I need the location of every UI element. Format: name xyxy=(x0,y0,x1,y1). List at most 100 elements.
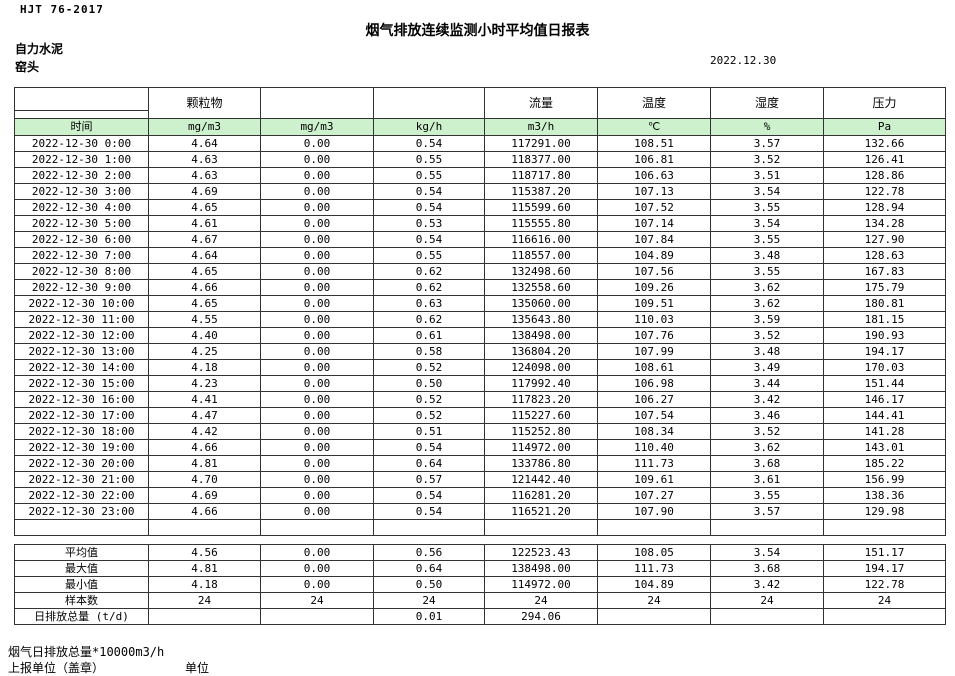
summary-value-cell: 24 xyxy=(373,592,485,609)
value-cell: 116281.20 xyxy=(484,487,598,504)
value-cell: 0.00 xyxy=(260,231,374,248)
value-cell: 110.03 xyxy=(597,311,711,328)
pollutant-header-row: 颗粒物 流量 温度 湿度 压力 xyxy=(14,87,946,119)
value-cell: 118717.80 xyxy=(484,167,598,184)
company-name: 自力水泥 xyxy=(15,42,64,56)
value-cell: 109.26 xyxy=(597,279,711,296)
time-cell: 2022-12-30 23:00 xyxy=(14,503,149,520)
table-row: 2022-12-30 3:00 4.69 0.00 0.54 115387.20 107.… xyxy=(14,183,946,200)
value-cell: 175.79 xyxy=(823,279,946,296)
table-row: 2022-12-30 14:00 4.18 0.00 0.52 124098.00 108… xyxy=(14,359,946,376)
time-cell: 2022-12-30 4:00 xyxy=(14,199,149,216)
value-cell: 0.52 xyxy=(373,359,485,376)
summary-value-cell: 3.68 xyxy=(710,560,824,577)
value-cell: 107.14 xyxy=(597,215,711,232)
value-cell: 115227.60 xyxy=(484,407,598,424)
value-cell: 3.52 xyxy=(710,327,824,344)
value-cell: 124098.00 xyxy=(484,359,598,376)
value-cell: 3.49 xyxy=(710,359,824,376)
value-cell: 107.27 xyxy=(597,487,711,504)
value-cell: 0.53 xyxy=(373,215,485,232)
summary-value-cell: 0.56 xyxy=(373,544,485,561)
value-cell: 107.13 xyxy=(597,183,711,200)
value-cell: 128.63 xyxy=(823,247,946,264)
value-cell: 0.55 xyxy=(373,247,485,264)
unit-header: m3/h xyxy=(484,118,598,136)
table-row: 2022-12-30 11:00 4.55 0.00 0.62 135643.80 110… xyxy=(14,311,946,328)
value-cell: 3.54 xyxy=(710,183,824,200)
value-cell: 108.61 xyxy=(597,359,711,376)
time-cell: 2022-12-30 6:00 xyxy=(14,231,149,248)
value-cell: 3.46 xyxy=(710,407,824,424)
table-row: 2022-12-30 19:00 4.66 0.00 0.54 114972.00 110… xyxy=(14,439,946,456)
report-unit-label: 上报单位（盖章） xyxy=(8,661,105,675)
summary-value-cell: 4.18 xyxy=(148,576,261,593)
value-cell: 0.54 xyxy=(373,199,485,216)
value-cell: 106.27 xyxy=(597,391,711,408)
value-cell: 3.55 xyxy=(710,263,824,280)
value-cell: 127.90 xyxy=(823,231,946,248)
value-cell: 0.00 xyxy=(260,279,374,296)
value-cell: 0.00 xyxy=(260,199,374,216)
table-row: 2022-12-30 22:00 4.69 0.00 0.54 116281.20 107… xyxy=(14,487,946,504)
value-cell: 170.03 xyxy=(823,359,946,376)
value-cell: 0.00 xyxy=(260,215,374,232)
table-row: 2022-12-30 7:00 4.64 0.00 0.55 118557.00 104.… xyxy=(14,247,946,264)
value-cell: 3.59 xyxy=(710,311,824,328)
empty-cell xyxy=(14,519,149,536)
table-row: 2022-12-30 15:00 4.23 0.00 0.50 117992.40 106… xyxy=(14,375,946,392)
value-cell: 0.57 xyxy=(373,471,485,488)
summary-value-cell: 3.54 xyxy=(710,544,824,561)
summary-value-cell xyxy=(260,608,374,625)
value-cell: 181.15 xyxy=(823,311,946,328)
value-cell: 0.00 xyxy=(260,167,374,184)
summary-value-cell: 122.78 xyxy=(823,576,946,593)
value-cell: 0.00 xyxy=(260,375,374,392)
table-row: 2022-12-30 17:00 4.47 0.00 0.52 115227.60 107… xyxy=(14,407,946,424)
value-cell: 0.00 xyxy=(260,503,374,520)
value-cell: 167.83 xyxy=(823,263,946,280)
value-cell: 4.61 xyxy=(148,215,261,232)
value-cell: 116521.20 xyxy=(484,503,598,520)
value-cell: 121442.40 xyxy=(484,471,598,488)
value-cell: 132558.60 xyxy=(484,279,598,296)
value-cell: 0.00 xyxy=(260,183,374,200)
value-cell: 0.00 xyxy=(260,135,374,152)
summary-value-cell: 4.81 xyxy=(148,560,261,577)
value-cell: 111.73 xyxy=(597,455,711,472)
time-cell: 2022-12-30 10:00 xyxy=(14,295,149,312)
value-cell: 0.00 xyxy=(260,455,374,472)
table-row: 2022-12-30 8:00 4.65 0.00 0.62 132498.60 107.… xyxy=(14,263,946,280)
value-cell: 3.55 xyxy=(710,487,824,504)
summary-row: 最大值 4.81 0.00 0.64 138498.00 111.73 3.68 194.17 xyxy=(14,560,946,577)
table-row: 2022-12-30 20:00 4.81 0.00 0.64 133786.80 111… xyxy=(14,455,946,472)
unit-header: mg/m3 xyxy=(148,118,261,136)
empty-cell xyxy=(823,519,946,536)
table-row: 2022-12-30 4:00 4.65 0.00 0.54 115599.60 107.… xyxy=(14,199,946,216)
empty-cell xyxy=(260,519,374,536)
value-cell: 135060.00 xyxy=(484,295,598,312)
time-cell: 2022-12-30 11:00 xyxy=(14,311,149,328)
value-cell: 4.65 xyxy=(148,263,261,280)
value-cell: 115599.60 xyxy=(484,199,598,216)
value-cell: 138.36 xyxy=(823,487,946,504)
time-cell: 2022-12-30 12:00 xyxy=(14,327,149,344)
value-cell: 107.99 xyxy=(597,343,711,360)
value-cell: 3.44 xyxy=(710,375,824,392)
unit-header: kg/h xyxy=(373,118,485,136)
value-cell: 117823.20 xyxy=(484,391,598,408)
value-cell: 117291.00 xyxy=(484,135,598,152)
time-cell: 2022-12-30 20:00 xyxy=(14,455,149,472)
value-cell: 104.89 xyxy=(597,247,711,264)
value-cell: 4.70 xyxy=(148,471,261,488)
table-row: 2022-12-30 16:00 4.41 0.00 0.52 117823.20 106… xyxy=(14,391,946,408)
unit-header-row: 时间 mg/m3 mg/m3 kg/h m3/h ℃ % Pa xyxy=(14,118,946,136)
value-cell: 0.00 xyxy=(260,407,374,424)
value-cell: 4.25 xyxy=(148,343,261,360)
table-row: 2022-12-30 9:00 4.66 0.00 0.62 132558.60 109.… xyxy=(14,279,946,296)
value-cell: 3.62 xyxy=(710,439,824,456)
value-cell: 4.67 xyxy=(148,231,261,248)
value-cell: 0.00 xyxy=(260,263,374,280)
value-cell: 3.55 xyxy=(710,231,824,248)
summary-value-cell: 24 xyxy=(823,592,946,609)
